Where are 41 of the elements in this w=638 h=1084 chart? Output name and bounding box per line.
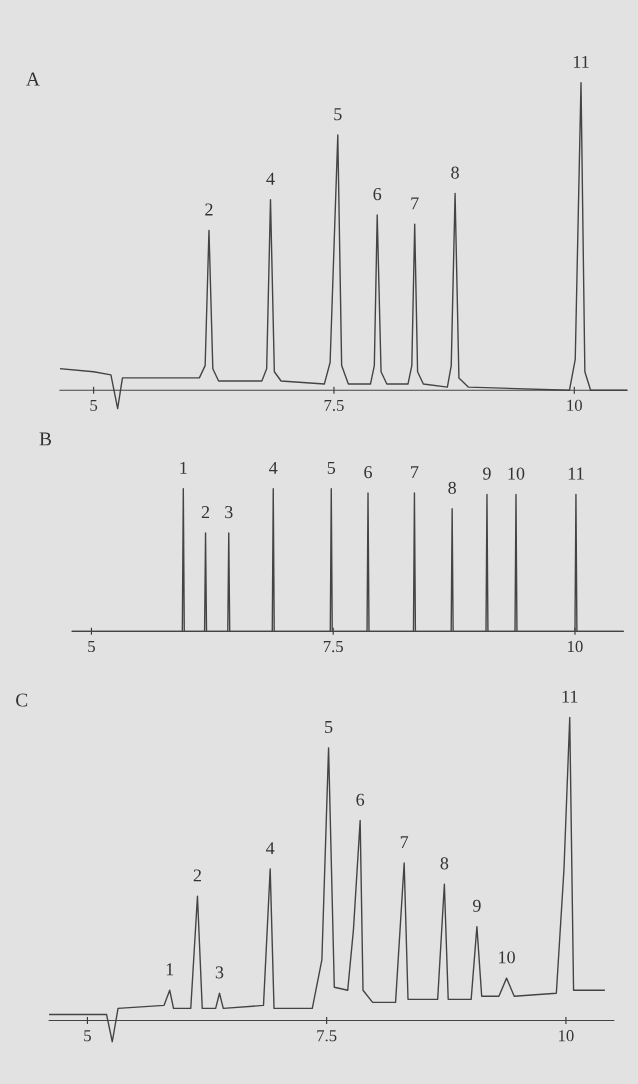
x-tick-label: 7.5 [324, 399, 344, 412]
annotation: 11 [573, 55, 589, 68]
chart-title: A [26, 72, 40, 86]
annotation: 8 [440, 857, 449, 870]
annotation: 7 [411, 466, 419, 479]
annotation: 8 [451, 166, 459, 179]
annotation: 7 [400, 836, 409, 849]
annotation: 11 [562, 690, 578, 703]
chart-title: C [16, 693, 28, 707]
annotation: 9 [472, 899, 481, 912]
annotation: 1 [180, 461, 187, 474]
annotation: 11 [568, 467, 584, 480]
annotation: 5 [325, 721, 333, 734]
annotation: 1 [166, 963, 174, 976]
annotation: 6 [364, 466, 372, 479]
annotation: 6 [356, 793, 365, 806]
annotation: 8 [448, 481, 456, 494]
annotation: 4 [266, 842, 275, 855]
chart-title: B [39, 432, 52, 446]
annotation: 6 [373, 188, 382, 201]
annotation: 4 [266, 172, 275, 185]
x-tick-label: 10 [567, 399, 582, 411]
x-tick-label: 7.5 [323, 641, 343, 653]
x-tick-label: 5 [84, 1030, 91, 1042]
x-tick-label: 7.5 [317, 1030, 337, 1042]
x-tick-label: 5 [90, 399, 98, 411]
x-tick-label: 10 [568, 640, 583, 653]
annotation: 2 [201, 506, 210, 518]
x-tick-label: 5 [88, 641, 95, 653]
annotation: 4 [269, 461, 278, 474]
annotation: 3 [215, 966, 224, 979]
annotation: 7 [411, 197, 419, 210]
annotation: 5 [334, 108, 342, 121]
annotation: 2 [205, 203, 213, 216]
annotation: 2 [193, 869, 201, 882]
x-tick-label: 10 [559, 1030, 574, 1042]
annotation: 9 [483, 467, 491, 480]
annotation: 3 [225, 506, 233, 519]
annotation: 5 [327, 461, 336, 474]
annotation: 10 [499, 951, 515, 964]
annotation: 10 [508, 467, 525, 480]
